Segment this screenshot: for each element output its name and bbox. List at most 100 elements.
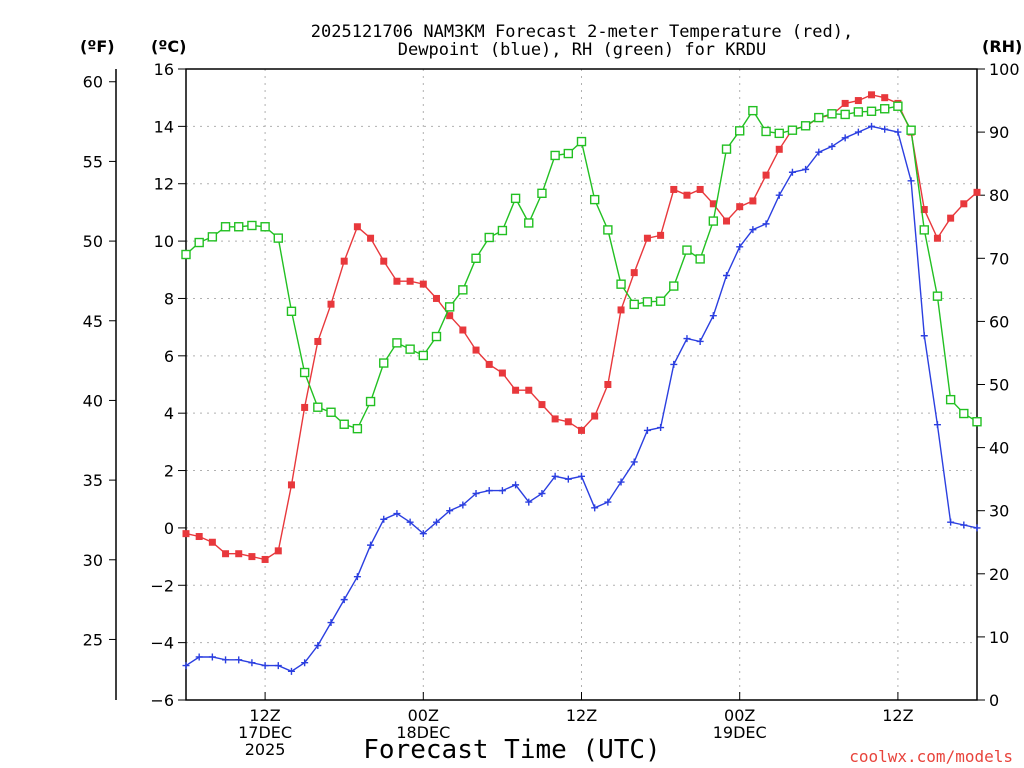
time-tick-label: 2025 — [245, 740, 286, 759]
rh-point — [194, 237, 204, 248]
rh-point — [880, 104, 890, 114]
series-layer — [181, 91, 982, 675]
fahrenheit-tick-label: 50 — [83, 232, 103, 251]
celsius-tick-label: 14 — [154, 117, 174, 136]
rh-point — [827, 109, 837, 119]
rh-point — [418, 350, 428, 361]
rh-point — [787, 125, 798, 135]
rh-tick-label: 10 — [989, 628, 1009, 647]
rh-point — [247, 220, 257, 231]
temperature-point — [551, 415, 559, 423]
rh-point — [313, 402, 323, 412]
rh-point — [945, 394, 956, 405]
dewpoint-point — [894, 128, 902, 136]
temperature-point — [868, 91, 876, 99]
temperature-point — [498, 369, 506, 377]
dewpoint-point — [195, 653, 203, 661]
time-tick-label: 12Z — [249, 706, 280, 725]
celsius-tick-label: 2 — [164, 462, 174, 481]
dewpoint-point — [235, 656, 243, 664]
time-tick-label: 19DEC — [713, 723, 767, 742]
dewpoint-point — [287, 667, 295, 675]
rh-point — [405, 344, 415, 354]
temperature-point — [960, 200, 968, 208]
rh-point — [484, 232, 494, 243]
dewpoint-point — [920, 332, 928, 340]
rh-point — [919, 225, 929, 235]
time-tick-label: 00Z — [408, 706, 439, 725]
dewpoint-point — [762, 220, 770, 228]
rh-unit-label: (RH) — [982, 37, 1022, 56]
dewpoint-point — [446, 507, 454, 515]
temperature-point — [723, 217, 731, 225]
rh-point — [444, 302, 455, 312]
dewpoint-point — [815, 148, 823, 156]
temperature-point — [222, 550, 230, 558]
rh-tick-label: 50 — [989, 376, 1009, 395]
temperature-point — [525, 386, 533, 394]
rh-point — [273, 233, 283, 243]
time-tick-label: 12Z — [882, 706, 913, 725]
rh-point — [906, 125, 916, 135]
celsius-tick-label: −6 — [150, 691, 174, 710]
rh-point — [379, 358, 389, 368]
temperature-point — [854, 97, 862, 105]
temperature-point — [327, 300, 335, 308]
dewpoint-point — [749, 226, 757, 234]
rh-point — [576, 136, 587, 147]
fahrenheit-tick-label: 60 — [83, 73, 103, 92]
dewpoint-point — [907, 177, 915, 185]
rh-point — [655, 296, 666, 306]
dewpoint-point — [498, 487, 506, 495]
dewpoint-point — [828, 142, 836, 150]
rh-point — [669, 281, 679, 291]
rh-point — [814, 112, 824, 123]
fahrenheit-tick-label: 25 — [83, 630, 103, 649]
dewpoint-point — [512, 481, 520, 489]
celsius-tick-label: 10 — [154, 232, 174, 251]
rh-point — [800, 121, 811, 131]
time-tick-label: 12Z — [566, 706, 597, 725]
credit-label: coolwx.com/models — [849, 747, 1013, 766]
dewpoint-point — [222, 656, 230, 664]
temperature-point — [353, 223, 361, 231]
celsius-tick-label: 12 — [154, 175, 174, 194]
dewpoint-point — [564, 475, 572, 483]
rh-point — [431, 331, 442, 342]
celsius-tick-label: −4 — [150, 634, 174, 653]
temperature-point — [630, 269, 638, 277]
rh-point — [642, 297, 653, 307]
celsius-tick-label: 4 — [164, 404, 174, 423]
temperature-point — [657, 231, 665, 239]
dewpoint-point — [208, 653, 216, 661]
rh-point — [708, 216, 719, 226]
temperature-point — [472, 346, 480, 354]
temperature-point — [274, 547, 282, 555]
temperature-point — [920, 206, 928, 214]
rh-point — [458, 285, 468, 295]
rh-point — [682, 245, 692, 255]
dewpoint-point — [643, 426, 651, 434]
rh-tick-label: 80 — [989, 186, 1009, 205]
temperature-point — [301, 403, 309, 411]
rh-tick-label: 30 — [989, 502, 1009, 521]
temperature-point — [367, 234, 375, 242]
rh-point — [589, 194, 600, 205]
time-tick-label: 00Z — [724, 706, 755, 725]
dewpoint-point — [881, 125, 889, 133]
temperature-point — [881, 94, 889, 102]
dewpoint-point — [367, 541, 375, 549]
celsius-unit-label: (ºC) — [151, 37, 186, 56]
rh-point — [471, 253, 481, 264]
dewpoint-point — [525, 498, 533, 506]
dewpoint-point — [432, 518, 440, 526]
dewpoint-point — [538, 489, 546, 497]
celsius-tick-label: −2 — [150, 576, 174, 595]
fahrenheit-tick-label: 30 — [83, 551, 103, 570]
dewpoint-point — [353, 573, 361, 581]
rh-point — [853, 107, 864, 117]
temperature-point — [643, 234, 651, 242]
dewpoint-point — [723, 272, 731, 280]
dewpoint-point — [868, 122, 876, 130]
